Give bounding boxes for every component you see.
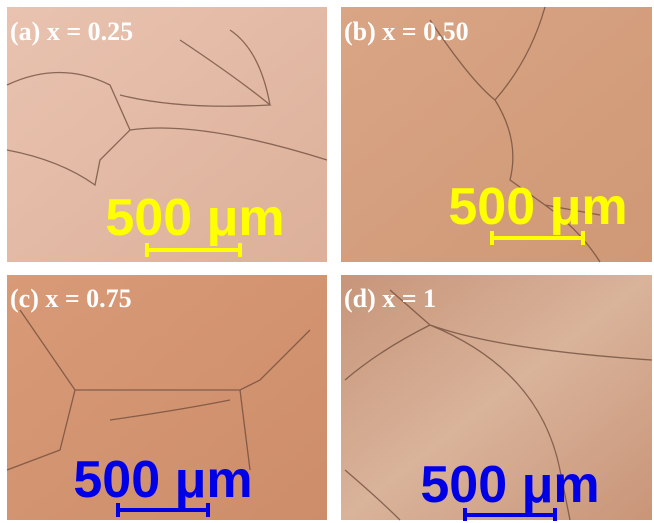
panel-label: (d) x = 1 xyxy=(344,284,436,313)
scale-label: 500 μm xyxy=(420,456,599,514)
scale-label: 500 μm xyxy=(73,451,252,509)
scale-label: 500 μm xyxy=(448,178,627,236)
micrographs xyxy=(7,7,652,520)
scale-label: 500 μm xyxy=(105,189,284,247)
panel-label: (c) x = 0.75 xyxy=(10,284,132,313)
figure: (a) x = 0.25 500 μm (b) x = 0.50 500 μm (c) … xyxy=(0,0,654,523)
panel-label: (a) x = 0.25 xyxy=(10,17,133,46)
panel-label: (b) x = 0.50 xyxy=(344,17,469,46)
